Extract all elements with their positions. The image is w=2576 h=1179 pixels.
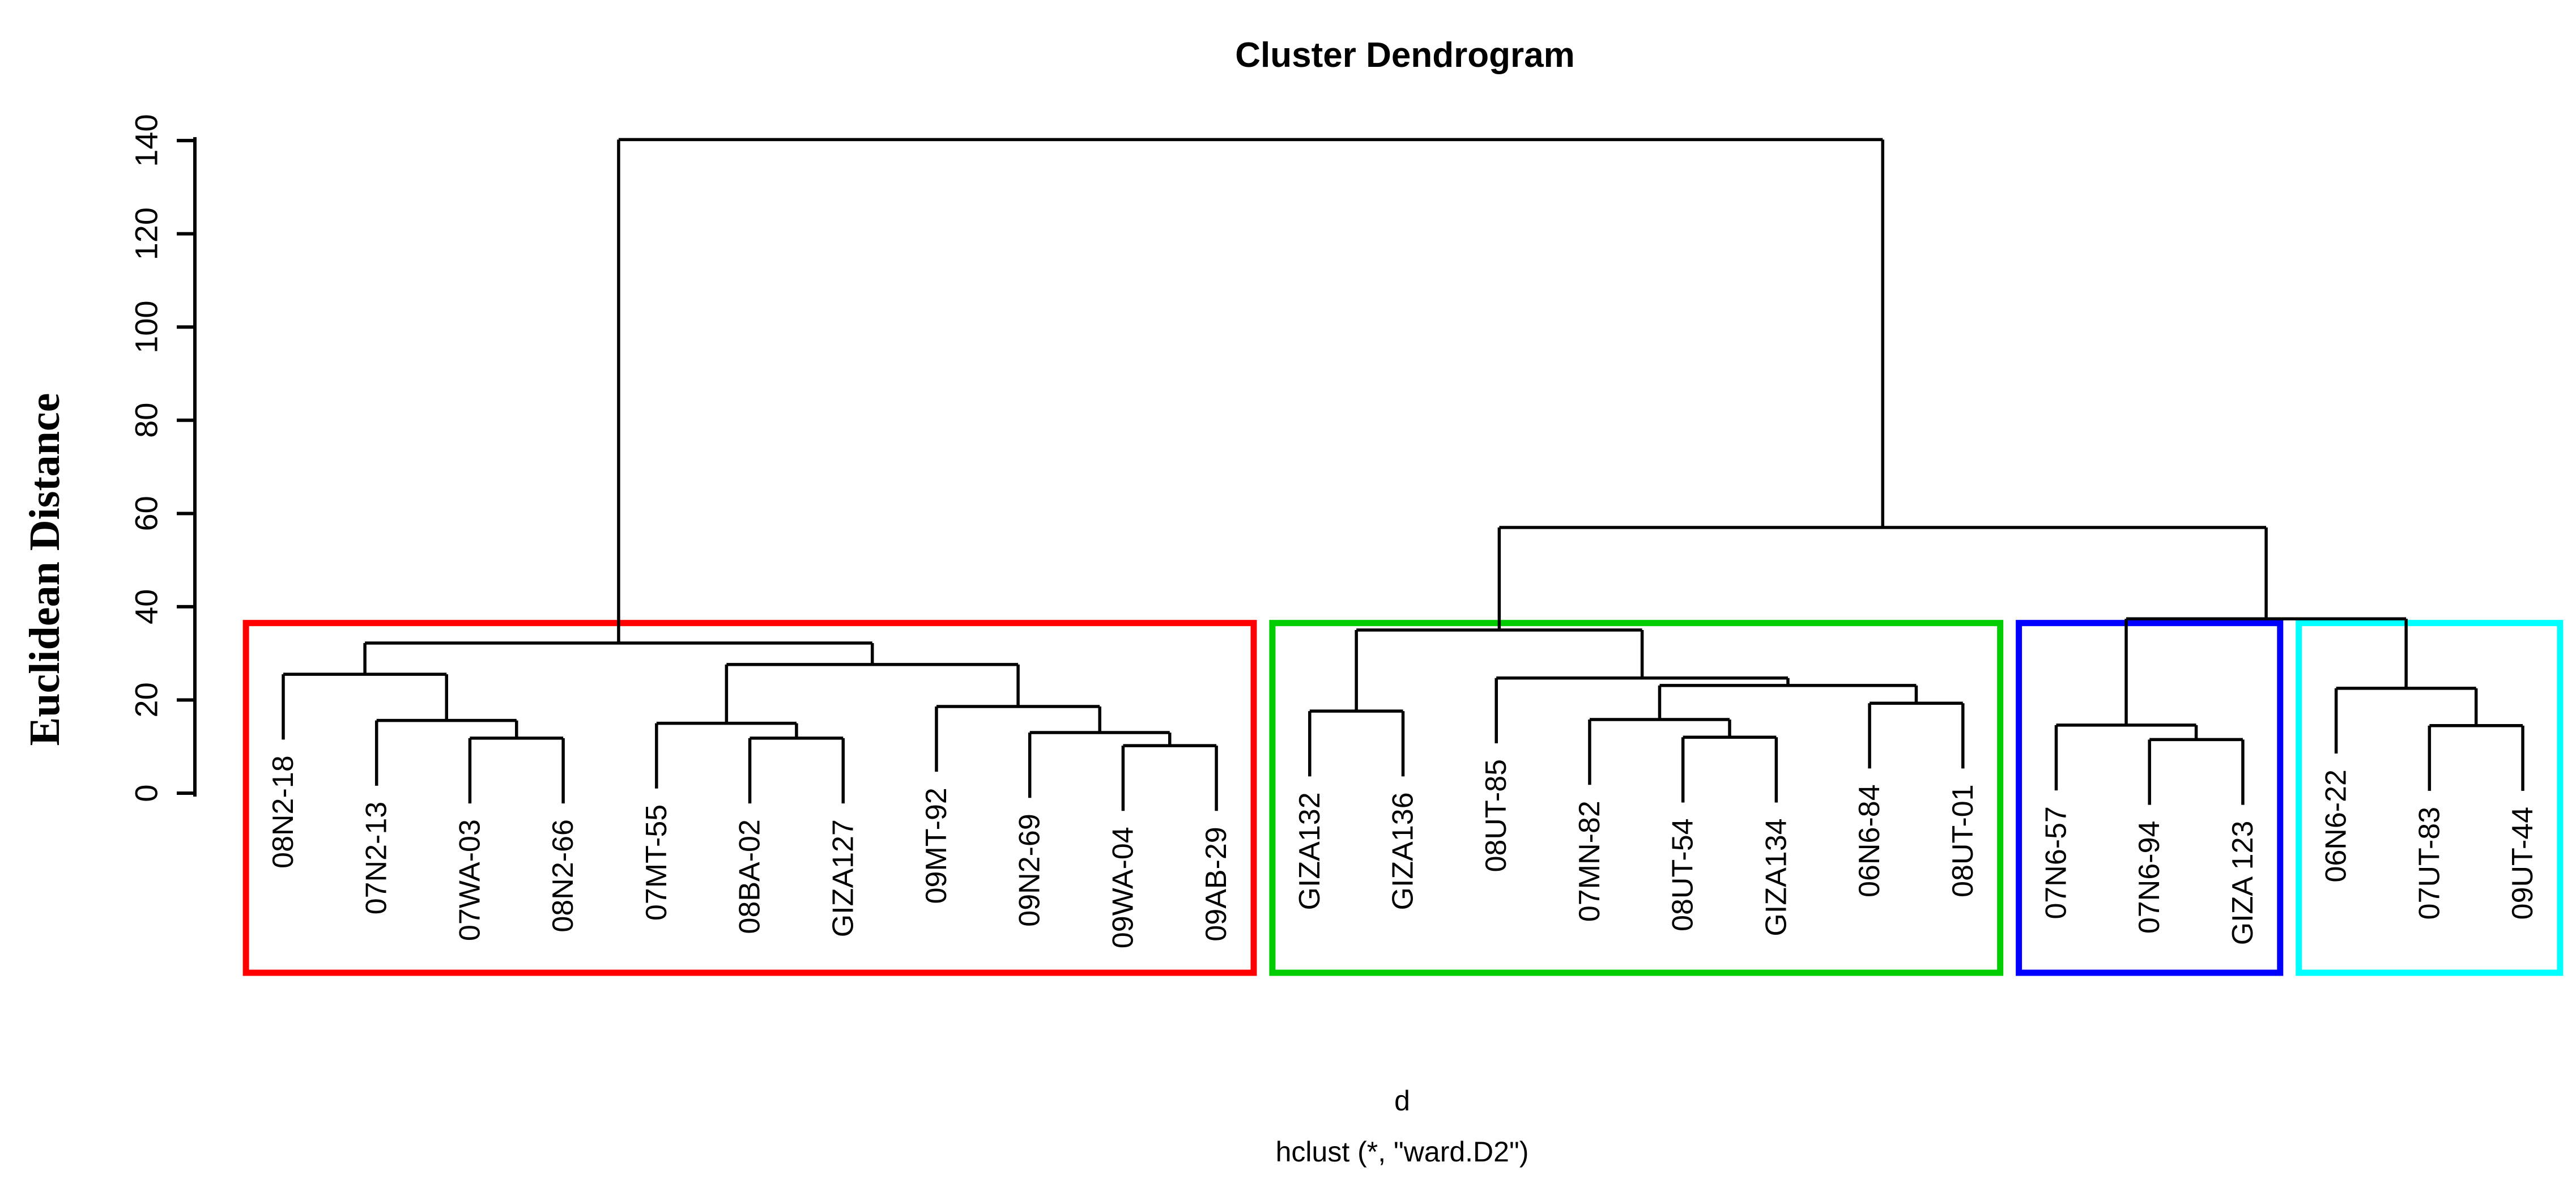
leaf-label: 08UT-54 bbox=[1667, 818, 1700, 931]
y-tick-label-100: 100 bbox=[129, 300, 164, 353]
leaf-label: GIZA136 bbox=[1387, 792, 1420, 910]
y-tick-label-80: 80 bbox=[129, 403, 164, 438]
y-tick-label-0: 0 bbox=[129, 784, 164, 802]
leaf-label: GIZA 123 bbox=[2226, 821, 2259, 946]
leaf-label: GIZA127 bbox=[827, 819, 859, 937]
leaf-label: 08UT-85 bbox=[1480, 759, 1513, 872]
leaf-label: 07N2-13 bbox=[360, 802, 393, 914]
cluster-3-box bbox=[2016, 620, 2284, 976]
y-tick-label-120: 120 bbox=[129, 207, 164, 260]
chart-title: Cluster Dendrogram bbox=[1235, 36, 1574, 75]
leaf-labels-layer: 08N2-18 07N2-13 07WA-03 08N2-66 07MT-55 08BA-… bbox=[267, 755, 2539, 948]
xlabel-line-1: d bbox=[1394, 1085, 1410, 1117]
leaf-label: 09UT-44 bbox=[2506, 807, 2539, 920]
leaf-label: GIZA132 bbox=[1293, 792, 1326, 910]
leaf-label: 08UT-01 bbox=[1947, 784, 1979, 897]
y-axis: 0 20 40 60 80 100 120 140 bbox=[129, 114, 197, 802]
leaf-label: 07WA-03 bbox=[453, 819, 486, 941]
y-tick-label-140: 140 bbox=[129, 114, 164, 167]
y-axis-title: Euclidean Distance bbox=[21, 393, 69, 746]
y-tick-label-20: 20 bbox=[129, 682, 164, 717]
leaf-label: 09AB-29 bbox=[1200, 827, 1233, 941]
xlabel-line-2: hclust (*, "ward.D2") bbox=[1276, 1136, 1529, 1168]
leaf-label: 09WA-04 bbox=[1106, 827, 1139, 948]
leaf-label: 06N6-22 bbox=[2320, 769, 2353, 882]
leaf-label: 08N2-18 bbox=[267, 755, 300, 868]
cluster-4-box bbox=[2296, 620, 2564, 976]
cluster-rects-layer bbox=[242, 620, 2564, 976]
y-tick-label-40: 40 bbox=[129, 589, 164, 624]
leaf-label: 09N2-69 bbox=[1014, 814, 1046, 926]
leaf-label: 08BA-02 bbox=[734, 819, 767, 934]
leaf-label: 09MT-92 bbox=[920, 788, 953, 904]
leaf-label: 08N2-66 bbox=[547, 819, 580, 932]
dendrogram-branches-layer bbox=[282, 138, 2524, 811]
leaf-label: 07MT-55 bbox=[640, 805, 673, 921]
leaf-label: GIZA134 bbox=[1760, 818, 1792, 936]
leaf-label: 06N6-84 bbox=[1853, 784, 1886, 897]
cluster-2-box bbox=[1269, 620, 2004, 976]
y-tick-label-60: 60 bbox=[129, 496, 164, 531]
leaf-label: 07UT-83 bbox=[2413, 807, 2446, 920]
leaf-label: 07N6-57 bbox=[2039, 806, 2072, 919]
cluster-1-box bbox=[242, 620, 1257, 976]
leaf-label: 07MN-82 bbox=[1573, 801, 1606, 922]
leaf-label: 07N6-94 bbox=[2133, 821, 2166, 934]
